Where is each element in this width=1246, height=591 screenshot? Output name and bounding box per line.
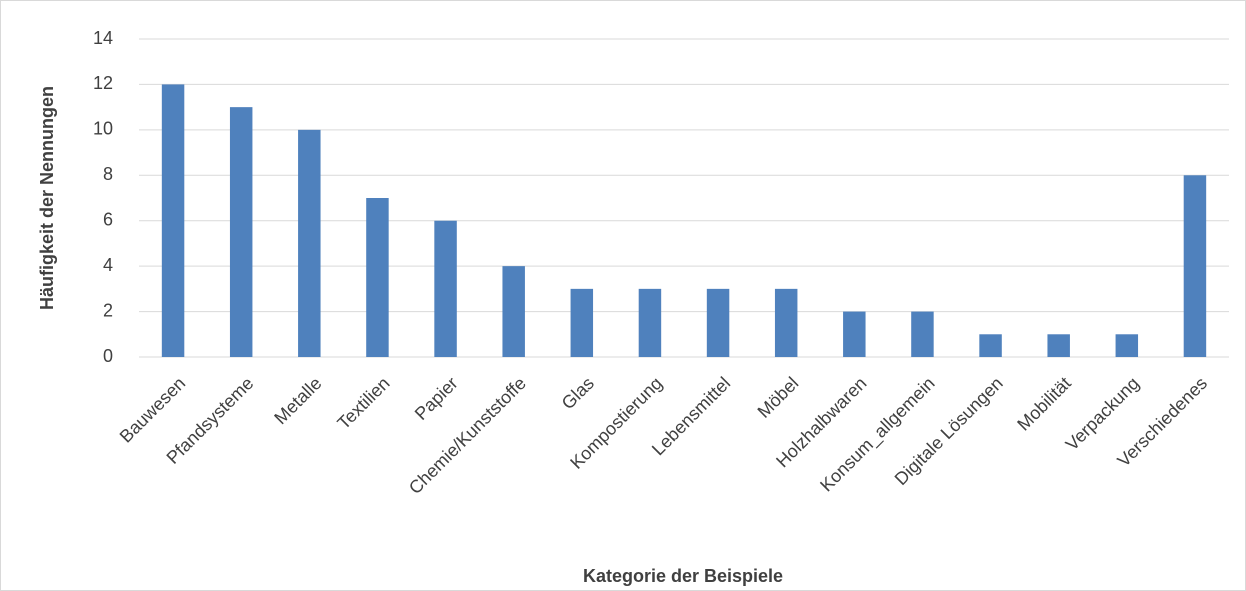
bar [502, 266, 525, 357]
bar [298, 129, 321, 357]
y-tick-label: 12 [93, 73, 113, 93]
x-axis-title: Kategorie der Beispiele [583, 566, 783, 586]
bar [911, 311, 934, 357]
bar [1115, 334, 1139, 357]
bar [706, 288, 730, 357]
y-tick-label: 14 [93, 28, 113, 48]
y-tick-label: 8 [103, 164, 113, 184]
bar [843, 311, 866, 357]
y-tick-label: 10 [93, 119, 113, 139]
y-tick-label: 2 [103, 300, 113, 320]
y-tick-label: 4 [103, 255, 113, 275]
bar [1183, 175, 1207, 357]
bar [570, 288, 594, 357]
bar [366, 198, 389, 357]
bar [638, 288, 662, 357]
bar [979, 334, 1002, 357]
bar [434, 220, 457, 357]
y-tick-label: 0 [103, 346, 113, 366]
y-tick-label: 6 [103, 209, 113, 229]
bar [161, 84, 185, 357]
bar [774, 288, 798, 357]
y-axis-title: Häufigkeit der Nennungen [37, 86, 57, 310]
bar [229, 107, 253, 358]
bar [1047, 334, 1070, 357]
